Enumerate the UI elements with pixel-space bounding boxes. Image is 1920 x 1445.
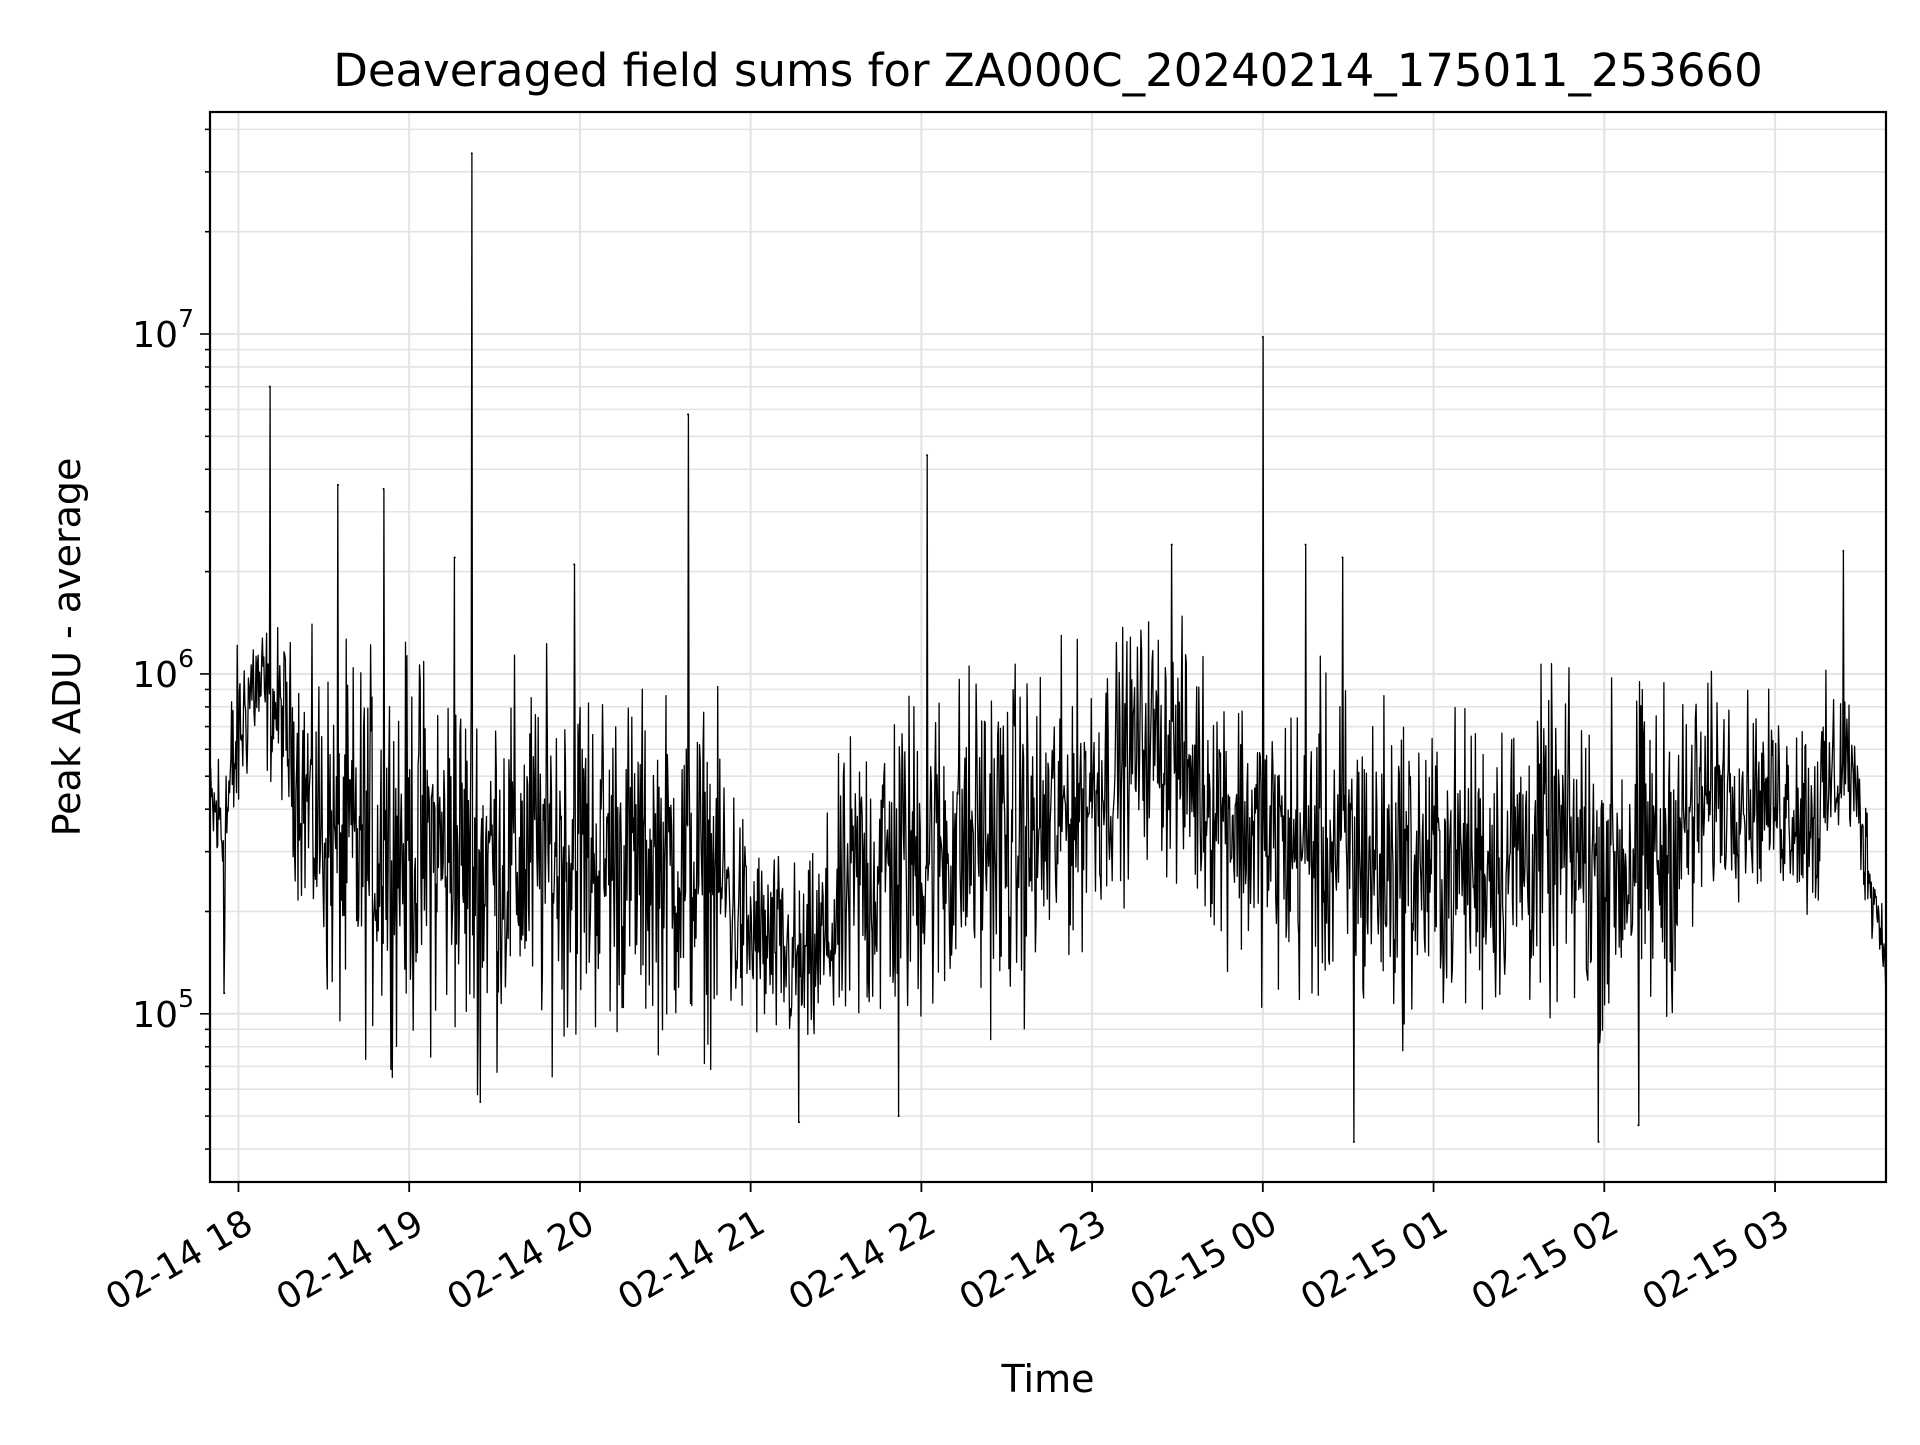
y-tick-exponent: 7 bbox=[178, 304, 194, 333]
y-tick-base: 10 bbox=[132, 315, 178, 356]
spike-point bbox=[687, 413, 690, 416]
spike-point bbox=[573, 563, 576, 566]
y-axis-label: Peak ADU - average bbox=[45, 458, 89, 837]
spike-point bbox=[1842, 549, 1845, 552]
spike-point bbox=[926, 454, 929, 457]
spike-point bbox=[470, 152, 473, 155]
series-line-group bbox=[209, 152, 1887, 1143]
y-tick-label: 107 bbox=[132, 304, 194, 356]
spike-point bbox=[1261, 336, 1264, 339]
spike-point bbox=[337, 483, 340, 486]
spike-point bbox=[382, 487, 385, 490]
dip-point bbox=[798, 1121, 801, 1124]
y-tick-label: 106 bbox=[132, 644, 194, 696]
spike-point bbox=[268, 385, 271, 388]
y-tick-base: 10 bbox=[132, 655, 178, 696]
dip-point bbox=[1597, 1140, 1600, 1143]
dip-point bbox=[479, 1101, 482, 1104]
y-tick-label: 105 bbox=[132, 984, 194, 1036]
dip-point bbox=[897, 1115, 900, 1118]
y-tick-exponent: 5 bbox=[178, 984, 194, 1013]
spike-point bbox=[1341, 556, 1344, 559]
chart-title: Deaveraged field sums for ZA000C_2024021… bbox=[333, 44, 1763, 97]
dip-point bbox=[1352, 1140, 1355, 1143]
y-tick-base: 10 bbox=[132, 995, 178, 1036]
dip-point bbox=[223, 992, 226, 995]
spike-point bbox=[1304, 543, 1307, 546]
y-tick-exponent: 6 bbox=[178, 644, 194, 673]
spike-point bbox=[453, 556, 456, 559]
spike-point bbox=[1170, 543, 1173, 546]
plot-frame bbox=[208, 110, 1888, 1184]
dip-point bbox=[1637, 1124, 1640, 1127]
series-line bbox=[209, 152, 1887, 1143]
x-axis-label: Time bbox=[1001, 1357, 1095, 1401]
